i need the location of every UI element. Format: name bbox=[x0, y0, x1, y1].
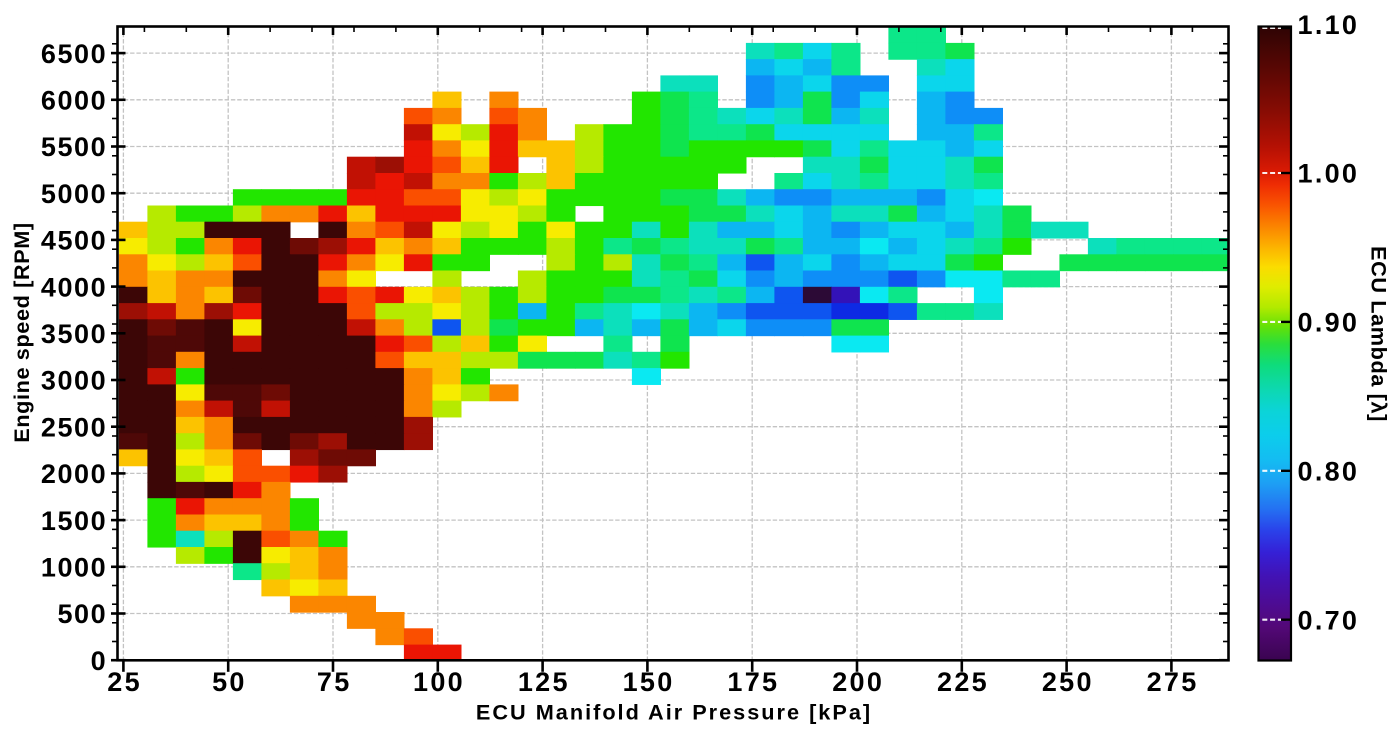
svg-text:ECU Lambda [λ]: ECU Lambda [λ] bbox=[1367, 246, 1392, 422]
svg-text:75: 75 bbox=[317, 667, 352, 697]
svg-text:1.00: 1.00 bbox=[1298, 159, 1360, 189]
svg-text:500: 500 bbox=[57, 599, 107, 629]
svg-text:100: 100 bbox=[413, 667, 465, 697]
svg-text:1500: 1500 bbox=[41, 506, 107, 536]
svg-text:150: 150 bbox=[623, 667, 675, 697]
svg-text:275: 275 bbox=[1147, 667, 1199, 697]
svg-text:25: 25 bbox=[107, 667, 142, 697]
svg-text:225: 225 bbox=[937, 667, 989, 697]
svg-text:125: 125 bbox=[518, 667, 570, 697]
svg-text:4500: 4500 bbox=[41, 226, 107, 256]
svg-text:0: 0 bbox=[91, 646, 108, 676]
svg-text:4000: 4000 bbox=[41, 272, 107, 302]
svg-text:3000: 3000 bbox=[41, 366, 107, 396]
svg-text:1000: 1000 bbox=[41, 553, 107, 583]
svg-text:0.80: 0.80 bbox=[1298, 457, 1360, 487]
svg-text:175: 175 bbox=[727, 667, 779, 697]
svg-text:0.70: 0.70 bbox=[1298, 605, 1360, 635]
svg-text:50: 50 bbox=[212, 667, 247, 697]
svg-text:2000: 2000 bbox=[41, 459, 107, 489]
svg-text:2500: 2500 bbox=[41, 412, 107, 442]
svg-text:6000: 6000 bbox=[41, 86, 107, 116]
svg-text:5000: 5000 bbox=[41, 179, 107, 209]
svg-text:0.90: 0.90 bbox=[1298, 308, 1360, 338]
svg-text:ECU Manifold Air Pressure [kPa: ECU Manifold Air Pressure [kPa] bbox=[476, 700, 872, 725]
svg-text:5500: 5500 bbox=[41, 132, 107, 162]
svg-text:3500: 3500 bbox=[41, 319, 107, 349]
svg-text:6500: 6500 bbox=[41, 39, 107, 69]
svg-text:200: 200 bbox=[832, 667, 884, 697]
svg-text:1.10: 1.10 bbox=[1298, 10, 1360, 40]
svg-text:Engine speed [RPM]: Engine speed [RPM] bbox=[9, 222, 34, 442]
svg-text:250: 250 bbox=[1042, 667, 1094, 697]
